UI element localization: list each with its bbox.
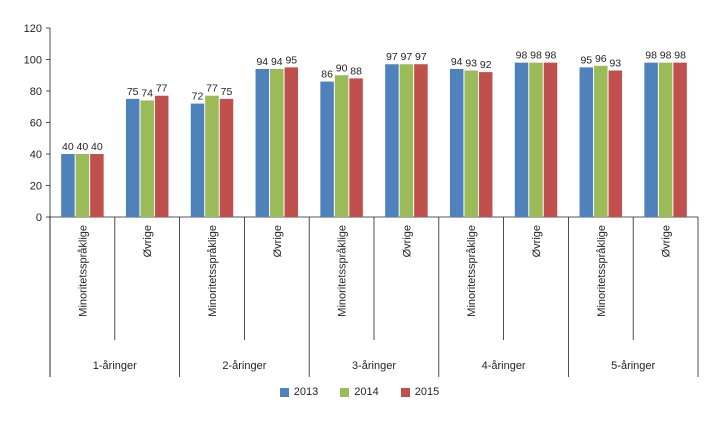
bar-value-label: 86	[321, 69, 333, 81]
category-label: Minoritetsspråklige	[77, 225, 89, 317]
legend-item: 2014	[340, 386, 379, 398]
bar-value-label: 96	[595, 53, 607, 65]
category-label: Øvrige	[531, 225, 543, 257]
legend-swatch	[279, 387, 289, 397]
bar-value-label: 72	[192, 91, 204, 103]
bar-value-label: 40	[91, 141, 103, 153]
bar-value-label: 88	[350, 65, 362, 77]
y-tick-label: 80	[30, 86, 42, 98]
bar-value-label: 90	[336, 62, 348, 74]
bar	[514, 62, 529, 218]
bar	[320, 81, 334, 217]
bar	[219, 98, 234, 217]
bar-value-label: 97	[401, 51, 413, 63]
bar-value-label: 98	[660, 50, 672, 62]
bar	[90, 154, 104, 217]
y-tick-label: 40	[30, 149, 42, 161]
bar	[255, 68, 270, 217]
bar-value-label: 97	[386, 51, 398, 63]
category-label: Øvrige	[661, 225, 673, 257]
bar	[608, 70, 623, 218]
bar	[658, 62, 673, 218]
y-tick-label: 20	[30, 181, 42, 193]
bar	[75, 154, 90, 217]
bar-value-label: 94	[451, 56, 463, 68]
bar	[125, 98, 140, 217]
bar-value-label: 98	[674, 50, 686, 62]
group-label: 3-åringer	[352, 360, 396, 372]
bar-value-label: 98	[645, 50, 657, 62]
legend-item: 2013	[279, 386, 319, 398]
bar	[205, 95, 219, 217]
category-label: Minoritetsspråklige	[337, 225, 349, 317]
bar	[140, 100, 154, 217]
bar	[464, 70, 478, 218]
legend-swatch	[340, 387, 350, 397]
bar	[385, 64, 399, 217]
legend-swatch	[400, 387, 410, 397]
y-tick-label: 60	[30, 118, 42, 130]
legend-label: 2013	[293, 386, 319, 398]
bar	[349, 78, 363, 218]
bar-value-label: 93	[465, 58, 477, 70]
bar-value-label: 95	[580, 54, 592, 66]
bar	[529, 62, 543, 218]
bar-value-label: 94	[256, 56, 268, 68]
legend: 2013 2014 2015	[0, 386, 719, 398]
bar-value-label: 40	[77, 141, 89, 153]
bar	[579, 67, 594, 217]
category-label: Øvrige	[401, 225, 413, 257]
group-label: 5-åringer	[611, 360, 655, 372]
bar	[190, 103, 205, 217]
bar	[594, 65, 608, 217]
group-label: 1-åringer	[93, 360, 137, 372]
bar-value-label: 98	[530, 50, 542, 62]
legend-label: 2014	[354, 386, 379, 398]
bar	[154, 95, 169, 217]
bar-value-label: 95	[285, 54, 297, 66]
group-label: 4-åringer	[482, 360, 526, 372]
bar	[673, 62, 687, 218]
category-label: Øvrige	[272, 225, 284, 257]
bar	[644, 62, 658, 218]
bar	[543, 62, 558, 218]
bar-value-label: 77	[156, 83, 168, 95]
legend-label: 2015	[414, 386, 440, 398]
bar	[284, 67, 299, 217]
y-tick-label: 100	[24, 55, 42, 67]
bar-value-label: 77	[206, 83, 218, 95]
category-label: Minoritetsspråklige	[596, 225, 608, 317]
bar	[270, 68, 284, 217]
bar	[399, 64, 414, 217]
bar-value-label: 75	[221, 86, 233, 98]
bar-value-label: 98	[516, 50, 528, 62]
bar	[478, 72, 493, 217]
bar-value-label: 97	[415, 51, 427, 63]
bar-value-label: 92	[480, 59, 492, 71]
bar-value-label: 98	[545, 50, 557, 62]
category-label: Minoritetsspråklige	[466, 225, 478, 317]
category-label: Øvrige	[142, 225, 154, 257]
bar-value-label: 94	[271, 56, 283, 68]
y-tick-label: 0	[36, 212, 42, 224]
bar	[414, 64, 428, 217]
bar	[61, 154, 75, 217]
bar-value-label: 93	[609, 58, 621, 70]
category-label: Minoritetsspråklige	[207, 225, 219, 317]
bar-value-label: 74	[141, 87, 153, 99]
y-tick-label: 120	[24, 23, 42, 35]
group-label: 2-åringer	[222, 360, 266, 372]
legend-item: 2015	[400, 386, 440, 398]
bar	[449, 68, 464, 217]
bar	[334, 75, 349, 217]
bar-value-label: 75	[127, 86, 139, 98]
bar-value-label: 40	[62, 141, 74, 153]
